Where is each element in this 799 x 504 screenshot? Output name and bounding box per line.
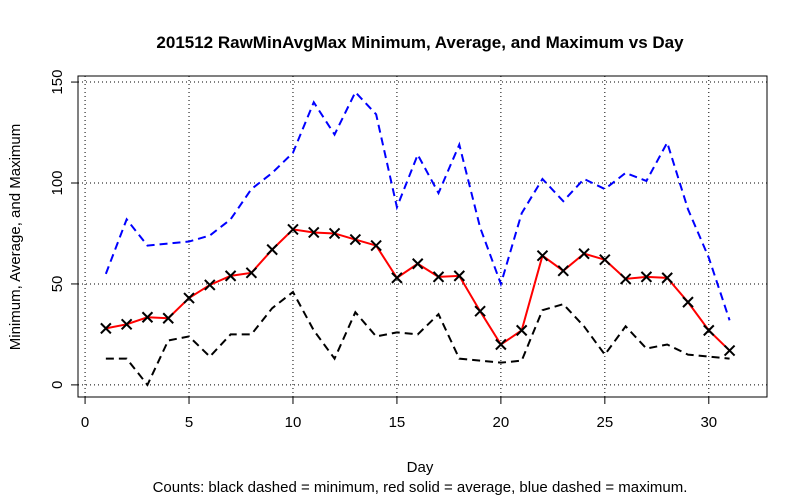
point-marker <box>141 311 154 323</box>
point-marker <box>245 267 258 279</box>
chart-title: 201512 RawMinAvgMax Minimum, Average, an… <box>156 33 684 52</box>
series-line <box>105 290 730 387</box>
point-marker <box>661 272 673 284</box>
plot-frame <box>77 75 768 398</box>
point-marker <box>224 270 237 282</box>
point-marker <box>349 233 362 246</box>
x-tick-label: 5 <box>185 414 193 431</box>
y-axis-label: Minimum, Average, and Maximum <box>7 124 24 350</box>
point-marker <box>308 226 320 239</box>
point-marker <box>578 247 590 260</box>
point-marker <box>703 324 715 337</box>
point-marker <box>266 243 278 256</box>
point-marker <box>391 272 403 284</box>
x-tick-label: 30 <box>700 414 717 431</box>
point-marker <box>682 296 694 308</box>
point-marker <box>474 305 486 317</box>
y-tick-label: 150 <box>49 70 66 95</box>
point-marker <box>453 270 466 282</box>
point-marker <box>370 239 382 252</box>
point-marker <box>495 338 507 351</box>
x-axis-label: Day <box>407 459 434 476</box>
caption: Counts: black dashed = minimum, red soli… <box>153 479 688 496</box>
point-marker <box>640 271 653 283</box>
point-marker <box>100 322 112 335</box>
point-marker <box>619 273 632 285</box>
point-marker <box>328 227 341 240</box>
y-tick-label: 0 <box>49 381 66 389</box>
point-marker <box>599 254 611 266</box>
point-marker <box>204 279 216 291</box>
point-marker <box>412 258 424 270</box>
point-marker <box>536 249 549 262</box>
point-marker <box>432 271 445 283</box>
point-marker <box>162 312 174 324</box>
x-tick-label: 0 <box>81 414 89 431</box>
y-tick-label: 50 <box>49 276 66 293</box>
x-tick-label: 25 <box>596 414 613 431</box>
point-marker <box>515 324 528 337</box>
point-marker <box>120 318 133 331</box>
point-marker <box>183 292 195 304</box>
x-tick-label: 15 <box>389 414 406 431</box>
x-tick-label: 10 <box>285 414 302 431</box>
x-tick-label: 20 <box>493 414 510 431</box>
point-marker <box>723 344 736 357</box>
point-marker <box>557 265 569 277</box>
point-marker <box>287 223 299 236</box>
y-tick-label: 100 <box>49 170 66 195</box>
